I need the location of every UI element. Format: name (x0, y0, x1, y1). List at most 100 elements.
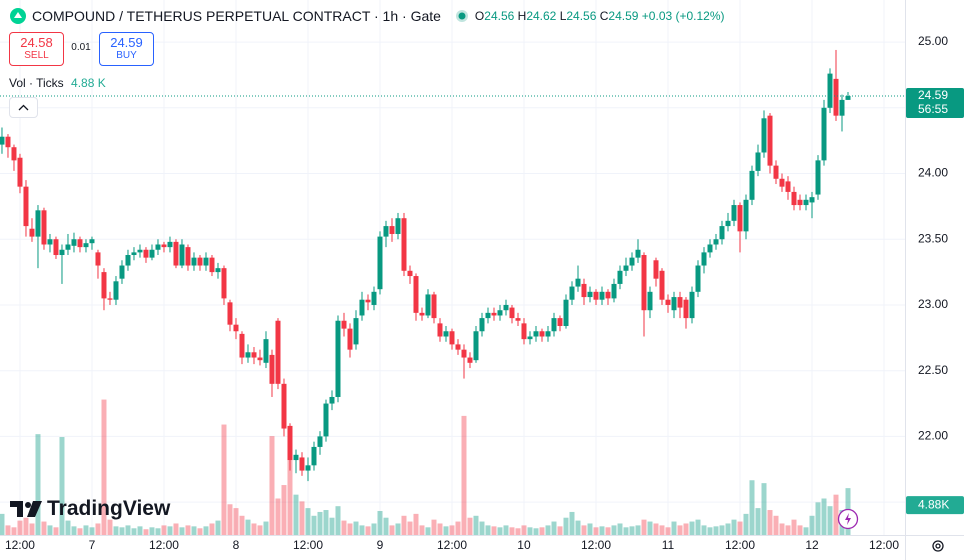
candle-body (347, 328, 353, 350)
volume-bar (149, 527, 155, 535)
volume-bar (533, 528, 539, 535)
volume-bar (209, 523, 215, 535)
watermark-logo (10, 501, 42, 517)
y-tick-label: 23.00 (918, 297, 948, 311)
candle-body (803, 199, 809, 206)
volume-bar (641, 519, 647, 535)
volume-bar (11, 527, 17, 535)
volume-bar (377, 510, 383, 535)
candle-body (227, 302, 233, 325)
candle-body (335, 320, 341, 397)
candle-body (419, 312, 425, 316)
x-tick-label: 11 (662, 538, 675, 552)
volume-bar (239, 515, 245, 535)
change: +0.03 (+0.12%) (641, 9, 725, 23)
volume-bar (71, 526, 77, 535)
volume-bar (125, 525, 131, 535)
candle-body (491, 312, 497, 316)
volume-bar (413, 513, 419, 535)
visibility-icon[interactable] (455, 9, 469, 23)
candle-body (233, 324, 239, 332)
x-tick-label: 12 (805, 538, 819, 552)
price-tag (906, 87, 964, 118)
volume-bar (713, 526, 719, 535)
volume-bar (527, 527, 533, 535)
candle-body (599, 291, 605, 300)
candle-body (341, 320, 347, 329)
candle-body (275, 320, 281, 384)
x-tick-label: 12:00 (869, 538, 899, 552)
x-tick-label: 12:00 (725, 538, 755, 552)
candle-body (17, 157, 23, 187)
candle-body (509, 307, 515, 319)
volume-bar (647, 521, 653, 535)
volume-bar (569, 511, 575, 535)
settings-icon[interactable] (929, 537, 947, 555)
volume-bar (0, 513, 5, 535)
volume-bar (605, 527, 611, 535)
volume-bar (383, 517, 389, 535)
volume-bar (425, 527, 431, 535)
candle-body (269, 354, 275, 384)
volume-bar (293, 494, 299, 535)
alert-icon[interactable] (837, 508, 859, 530)
volume-tag (906, 496, 964, 515)
volume-bar (545, 525, 551, 535)
x-tick-label: 12:00 (5, 538, 35, 552)
volume-bar (833, 494, 839, 535)
candle-body (149, 249, 155, 258)
candle-body (215, 268, 221, 273)
volume-bar (269, 436, 275, 535)
candle-body (575, 278, 581, 287)
volume-bar (371, 523, 377, 535)
candle-body (707, 244, 713, 253)
candle-body (209, 257, 215, 273)
candle-body (761, 118, 767, 153)
volume-bar (251, 523, 257, 535)
volume-bar (107, 519, 113, 535)
volume-bar (629, 526, 635, 535)
volume-bar (563, 517, 569, 535)
volume-bar (23, 517, 29, 535)
candle-body (683, 299, 689, 319)
volume-bar (509, 527, 515, 535)
watermark-text: TradingView (47, 497, 171, 520)
candle-body (35, 210, 41, 237)
candle-body (155, 244, 161, 250)
candle-body (305, 465, 311, 471)
volume-bar (635, 525, 641, 535)
candle-body (41, 210, 47, 245)
volume-bar (185, 525, 191, 535)
y-tick-label: 22.00 (918, 429, 948, 443)
candle-body (251, 352, 257, 358)
sell-button[interactable]: 24.58 SELL (9, 32, 64, 66)
candle-body (185, 247, 191, 266)
volume-bar (257, 525, 263, 535)
volume-bar (101, 399, 107, 535)
volume-bar (797, 525, 803, 535)
volume-bar (803, 527, 809, 535)
candle-body (527, 336, 533, 340)
buy-button[interactable]: 24.59 BUY (99, 32, 154, 66)
candle-body (695, 265, 701, 292)
x-tick-label: 8 (233, 538, 240, 552)
candle-body (797, 199, 803, 206)
candle-body (689, 291, 695, 319)
candle-body (161, 244, 167, 248)
y-tick-label: 25.00 (918, 34, 948, 48)
collapse-button[interactable] (9, 97, 38, 118)
candle-body (107, 298, 113, 300)
candle-body (401, 218, 407, 271)
ohlc-value: 24.59 (608, 9, 639, 23)
candle-body (83, 243, 89, 248)
candle-body (119, 265, 125, 279)
volume-bar (65, 520, 71, 535)
volume-bar (59, 437, 65, 535)
volume-bar (179, 527, 185, 535)
candle-body (611, 283, 617, 299)
candle-body (413, 276, 419, 313)
candle-body (677, 297, 683, 308)
volume-bar (761, 483, 767, 535)
volume-bar (137, 526, 143, 535)
